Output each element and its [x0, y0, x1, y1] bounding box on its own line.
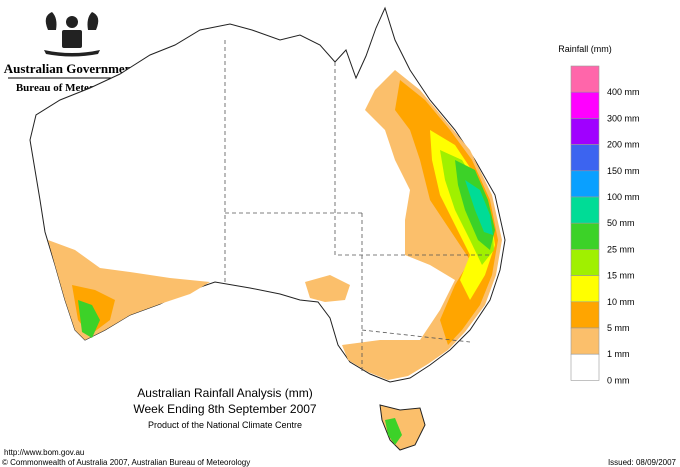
- legend-swatch: [570, 275, 600, 303]
- legend-swatch: [570, 196, 600, 224]
- caption-subtitle: Week Ending 8th September 2007: [133, 402, 317, 416]
- footer-url: http://www.bom.gov.au: [4, 448, 84, 457]
- legend-label: 25 mm: [607, 244, 635, 254]
- caption-title: Australian Rainfall Analysis (mm): [137, 386, 312, 400]
- legend-swatch: [570, 144, 600, 172]
- legend: 400 mm 300 mm 200 mm 150 mm 100 mm 50 mm 25 mm…: [570, 65, 640, 385]
- rain-green-sw: [78, 300, 100, 338]
- rain-50mm: [465, 180, 493, 235]
- legend-swatch: [570, 353, 600, 381]
- legend-label: 15 mm: [607, 271, 635, 281]
- legend-swatch: [570, 249, 600, 276]
- legend-label: 1 mm: [607, 349, 630, 359]
- legend-label: 10 mm: [607, 297, 635, 307]
- legend-label: 300 mm: [607, 113, 640, 123]
- legend-label: 150 mm: [607, 166, 640, 176]
- rain-1mm-sa: [305, 275, 350, 302]
- legend-swatch: [570, 91, 600, 119]
- footer-issued: Issued: 08/09/2007: [608, 458, 677, 467]
- legend-label: 400 mm: [607, 87, 640, 97]
- legend-swatch: [570, 222, 600, 250]
- footer-copyright: © Commonwealth of Australia 2007, Austra…: [2, 458, 250, 467]
- legend-label: 100 mm: [607, 192, 640, 202]
- legend-label: 50 mm: [607, 218, 635, 228]
- legend-label: 5 mm: [607, 323, 630, 333]
- crest: [44, 12, 100, 57]
- legend-swatch: [570, 301, 600, 329]
- caption-credit: Product of the National Climate Centre: [148, 420, 302, 430]
- legend-swatch: [570, 65, 600, 93]
- legend-title: Rainfall (mm): [558, 44, 612, 54]
- legend-swatch: [570, 170, 600, 198]
- legend-swatch: [570, 118, 600, 145]
- legend-label: 0 mm: [607, 375, 630, 385]
- legend-swatch: [570, 327, 600, 355]
- government: Australian Government: [4, 61, 137, 76]
- legend-label: 200 mm: [607, 140, 640, 150]
- state-borders: [224, 40, 490, 372]
- tas-green: [385, 418, 402, 445]
